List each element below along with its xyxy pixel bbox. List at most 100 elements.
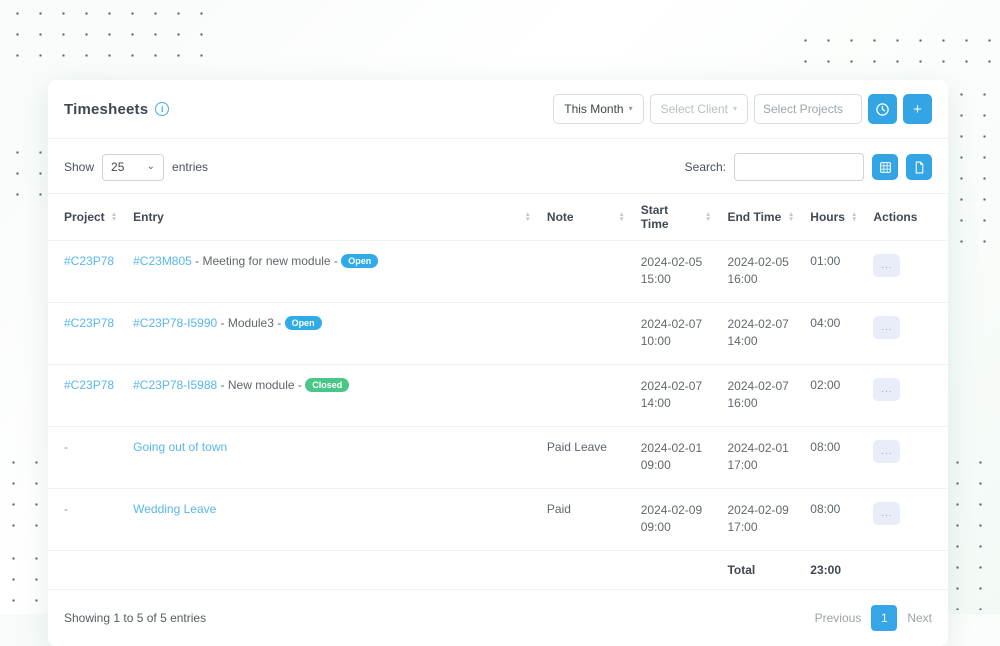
row-actions-button[interactable]: ... [873, 440, 901, 463]
end-time-cell: 2024-02-05 16:00 [719, 240, 803, 303]
entry-cell: Wedding Leave [125, 488, 539, 551]
col-header-end-time[interactable]: End Time ▲ ▼ [719, 193, 803, 241]
page-title: Timesheets [64, 100, 149, 118]
note-cell [538, 240, 633, 303]
hours-cell: 01:00 [802, 240, 866, 303]
time-text: 09:00 [640, 458, 671, 472]
date-text: 2024-02-01 [640, 441, 703, 455]
start-time-cell: 2024-02-07 14:00 [632, 364, 720, 427]
dot-pattern [2, 452, 48, 544]
project-cell: #C23P78 [48, 302, 126, 365]
entry-text: - New module - [217, 378, 306, 392]
date-text: 2024-02-05 [727, 255, 789, 269]
chevron-down-icon: ⌄ [146, 161, 156, 172]
actions-cell: ... [865, 364, 948, 427]
sort-icon: ▲ ▼ [850, 211, 858, 223]
end-time-cell: 2024-02-07 16:00 [719, 364, 803, 427]
time-text: 14:00 [727, 334, 758, 348]
note-cell: Paid Leave [538, 426, 633, 489]
project-link: - [64, 502, 68, 516]
row-actions-button[interactable]: ... [873, 254, 901, 277]
note-cell: Paid [538, 488, 633, 551]
timesheets-card: Timesheets i This Month ▾ Select Client … [48, 80, 948, 646]
show-label: Show [64, 160, 95, 174]
page-length-select[interactable]: 25 ⌄ [102, 153, 165, 181]
dot-pattern [950, 84, 996, 250]
time-text: 16:00 [727, 396, 758, 410]
project-link[interactable]: #C23P78 [64, 254, 115, 268]
total-row: Total 23:00 [48, 550, 948, 590]
chevron-down-icon: ▾ [628, 104, 633, 113]
page-number-button[interactable]: 1 [871, 605, 898, 631]
date-text: 2024-02-07 [640, 317, 703, 331]
col-header-start-time[interactable]: Start Time ▲ ▼ [632, 193, 720, 241]
sort-icon: ▲ ▼ [705, 211, 712, 223]
select-projects-input[interactable] [754, 94, 862, 124]
export-excel-button[interactable] [872, 154, 898, 180]
timer-button[interactable] [868, 94, 897, 124]
sort-icon: ▲ ▼ [524, 211, 531, 223]
project-cell: #C23P78 [48, 364, 126, 427]
period-filter-dropdown[interactable]: This Month ▾ [553, 94, 644, 124]
project-link: - [64, 440, 68, 454]
col-header-project[interactable]: Project ▲ ▼ [48, 193, 126, 241]
table-toolbar: Show 25 ⌄ entries Search: [48, 139, 948, 193]
entry-cell: #C23P78-I5990 - Module3 - Open [125, 302, 539, 365]
chevron-down-icon: ▾ [732, 104, 737, 113]
status-badge: Closed [305, 378, 350, 392]
next-page-button[interactable]: Next [907, 611, 932, 625]
document-icon [915, 161, 923, 173]
date-text: 2024-02-05 [640, 255, 703, 269]
project-cell: - [48, 488, 126, 551]
date-text: 2024-02-07 [727, 379, 789, 393]
date-text: 2024-02-07 [727, 317, 789, 331]
table-row: - Going out of town Paid Leave 2024-02-01 09… [48, 426, 948, 489]
page-length-value: 25 [111, 160, 125, 174]
card-footer: Showing 1 to 5 of 5 entries Previous 1 N… [48, 590, 948, 646]
sort-icon: ▲ ▼ [110, 211, 118, 223]
search-input[interactable] [734, 153, 864, 181]
entry-link[interactable]: #C23P78-I5988 [133, 378, 218, 392]
col-header-entry[interactable]: Entry ▲ ▼ [125, 193, 539, 241]
previous-page-button[interactable]: Previous [814, 611, 862, 625]
info-icon[interactable]: i [155, 102, 170, 116]
end-time-cell: 2024-02-07 14:00 [719, 302, 803, 365]
date-text: 2024-02-01 [727, 441, 789, 455]
col-header-note[interactable]: Note ▲ ▼ [538, 193, 633, 241]
end-time-cell: 2024-02-01 17:00 [719, 426, 803, 489]
client-filter-dropdown[interactable]: Select Client ▾ [649, 94, 748, 124]
clock-icon [876, 102, 889, 116]
status-badge: Open [284, 316, 322, 330]
row-actions-button[interactable]: ... [873, 316, 901, 339]
entry-link[interactable]: #C23M805 [133, 254, 192, 268]
table-row: #C23P78 #C23P78-I5990 - Module3 - Open 202… [48, 302, 948, 365]
dot-pattern [6, 3, 218, 75]
col-header-hours[interactable]: Hours ▲ ▼ [802, 193, 866, 241]
entry-text: - Meeting for new module - [191, 254, 342, 268]
project-cell: - [48, 426, 126, 489]
export-pdf-button[interactable] [906, 154, 932, 180]
project-link[interactable]: #C23P78 [64, 316, 115, 330]
entry-cell: #C23M805 - Meeting for new module - Open [125, 240, 539, 303]
table-row: #C23P78 #C23P78-I5988 - New module - Clos… [48, 364, 948, 427]
entry-link[interactable]: Going out of town [133, 440, 228, 454]
time-text: 16:00 [727, 272, 758, 286]
time-text: 14:00 [640, 396, 671, 410]
actions-cell: ... [865, 488, 948, 551]
hours-cell: 02:00 [802, 364, 866, 427]
table-header-row: Project ▲ ▼ Entry ▲ ▼ Note ▲ ▼ Start Time ▲ ▼ En… [48, 193, 948, 241]
entry-link[interactable]: #C23P78-I5990 [133, 316, 218, 330]
project-link[interactable]: #C23P78 [64, 378, 115, 392]
row-actions-button[interactable]: ... [873, 502, 901, 525]
date-text: 2024-02-09 [640, 503, 703, 517]
dot-pattern [794, 30, 996, 80]
total-label: Total [719, 550, 803, 590]
date-text: 2024-02-07 [640, 379, 703, 393]
time-text: 15:00 [640, 272, 671, 286]
time-text: 10:00 [640, 334, 671, 348]
row-actions-button[interactable]: ... [873, 378, 901, 401]
entry-link[interactable]: Wedding Leave [133, 502, 217, 516]
col-header-actions: Actions [865, 193, 948, 241]
table-row: #C23P78 #C23M805 - Meeting for new module… [48, 240, 948, 303]
add-timesheet-button[interactable]: + [903, 94, 932, 124]
